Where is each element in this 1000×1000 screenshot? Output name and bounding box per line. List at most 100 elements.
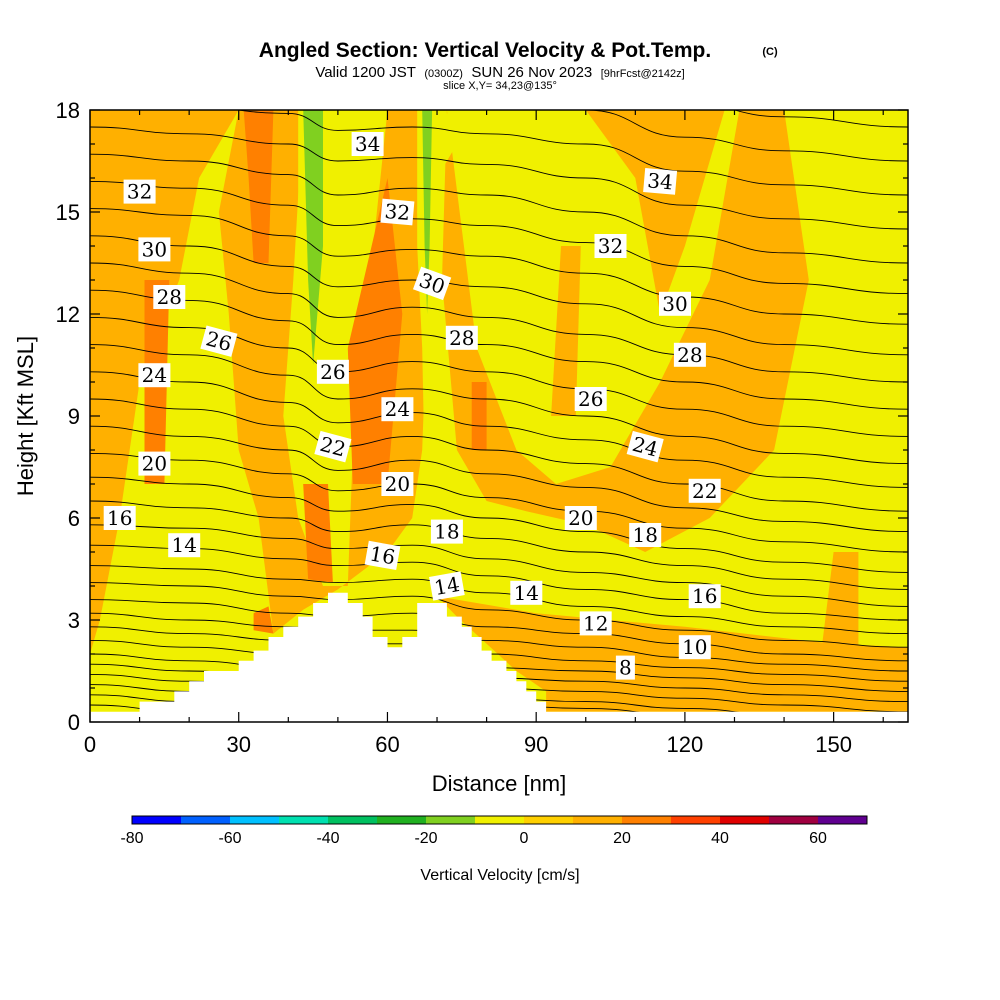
contour-label-30: 30	[412, 266, 452, 301]
velocity-region-0	[90, 110, 239, 654]
colorbar-tick-label: 40	[711, 830, 729, 847]
y-tick-label: 0	[68, 710, 80, 735]
velocity-region-16	[422, 110, 433, 314]
x-tick-label: 120	[667, 732, 704, 757]
velocity-region-18	[536, 110, 566, 131]
contour-label-30: 30	[138, 237, 171, 262]
contour-label-box	[138, 451, 171, 476]
contour-label-text: 18	[434, 520, 459, 544]
subtitle-valid: Valid 1200 JST	[315, 64, 416, 81]
colorbar-swatch	[720, 816, 769, 824]
colorbar-swatch	[622, 816, 671, 824]
y-axis-label: Height [Kft MSL]	[13, 336, 38, 496]
theta-contour-33	[566, 110, 908, 162]
contour-label-text: 28	[449, 326, 474, 350]
theta-contour-17	[90, 500, 908, 590]
contour-label-18: 18	[629, 523, 662, 547]
contour-label-text: 22	[692, 479, 717, 503]
contour-label-box	[153, 285, 186, 309]
colorbar-tick-label: -80	[120, 830, 143, 847]
contour-label-box	[351, 132, 384, 156]
contour-label-text: 34	[646, 168, 673, 194]
colorbar-swatch	[132, 816, 181, 824]
theta-contour-13	[90, 582, 908, 648]
x-axis-label: Distance [nm]	[432, 771, 567, 796]
contour-label-text: 30	[662, 292, 687, 316]
x-tick-label: 150	[815, 732, 852, 757]
contour-label-box	[314, 430, 352, 463]
theta-contour-22	[90, 371, 908, 488]
contour-label-text: 20	[142, 452, 167, 476]
contour-label-box	[574, 387, 607, 411]
contour-label-text: 20	[385, 472, 410, 496]
contour-label-34: 34	[351, 132, 384, 156]
contour-label-22: 22	[688, 478, 721, 503]
contour-label-text: 24	[385, 397, 410, 421]
terrain-mask	[90, 592, 908, 722]
x-tick-label: 30	[226, 732, 250, 757]
contour-label-30: 30	[659, 291, 691, 316]
contour-label-box	[316, 359, 349, 384]
colorbar-tick-label: 0	[520, 830, 529, 847]
theta-contour-18	[90, 476, 908, 573]
contour-label-box	[412, 266, 452, 301]
colorbar-swatch	[230, 816, 279, 824]
colorbar-tick-label: 20	[613, 830, 631, 847]
contour-label-text: 30	[142, 237, 167, 261]
contour-label-28: 28	[445, 325, 478, 350]
contour-label-28: 28	[673, 342, 706, 367]
contour-label-text: 34	[355, 132, 380, 156]
colorbar-swatch	[769, 816, 818, 824]
contour-label-16: 16	[103, 506, 136, 530]
theta-contour-27	[90, 235, 908, 356]
contour-label-24: 24	[381, 397, 414, 422]
contour-label-box	[688, 584, 721, 609]
y-tick-label: 3	[68, 608, 80, 633]
colorbar-swatch	[328, 816, 377, 824]
contour-label-box	[138, 237, 171, 262]
chart-title: Angled Section: Vertical Velocity & Pot.…	[259, 39, 711, 62]
contour-label-box	[579, 611, 612, 636]
contour-labels: 32 30 28 26 24 20 16 14 34 32 30 28 26 24 22 20 18 16 14 34…	[103, 132, 721, 680]
velocity-region-12	[585, 110, 725, 314]
theta-contour-16	[90, 524, 908, 607]
x-axis: 0 30 60 90 120 150	[84, 110, 884, 757]
contour-label-box	[659, 291, 691, 316]
contour-label-32: 32	[380, 198, 415, 226]
colorbar-frame	[131, 815, 868, 825]
contour-label-16: 16	[688, 584, 721, 609]
colorbar-swatch	[181, 816, 230, 824]
theta-contour-28	[90, 208, 908, 325]
slice-label: slice X,Y= 34,23@135°	[443, 80, 557, 92]
velocity-region-6	[253, 606, 274, 634]
theta-contour-31	[90, 126, 908, 230]
contour-label-text: 16	[107, 506, 132, 530]
contour-label-box	[364, 540, 401, 570]
contour-label-20: 20	[564, 506, 597, 530]
contour-label-16: 16	[364, 540, 401, 570]
subtitle-forecast: [9hrFcst@2142z]	[601, 68, 685, 80]
contour-label-text: 26	[578, 387, 603, 411]
colorbar-tick-label: 60	[809, 830, 827, 847]
velocity-region-14	[303, 110, 323, 365]
theta-contour-26	[90, 262, 908, 383]
theta-contour-32	[235, 110, 908, 196]
contour-label-26: 26	[574, 387, 607, 411]
contour-label-text: 18	[632, 523, 657, 547]
contour-label-text: 12	[583, 611, 608, 635]
contour-label-18: 18	[430, 519, 463, 544]
contour-label-box	[673, 342, 706, 367]
contour-label-14: 14	[168, 533, 201, 558]
contour-label-box	[629, 523, 662, 547]
contour-label-text: 8	[619, 656, 632, 680]
velocity-region-9	[471, 382, 487, 450]
colorbar-swatch	[279, 816, 328, 824]
theta-contour-21	[90, 398, 908, 512]
contour-label-20: 20	[381, 472, 414, 496]
colorbar-swatch	[671, 816, 720, 824]
contour-label-text: 20	[568, 506, 593, 530]
contour-label-text: 28	[157, 285, 182, 309]
theta-contour-34	[732, 110, 908, 128]
velocity-region-8	[551, 246, 581, 416]
colorbar-swatch	[524, 816, 573, 824]
